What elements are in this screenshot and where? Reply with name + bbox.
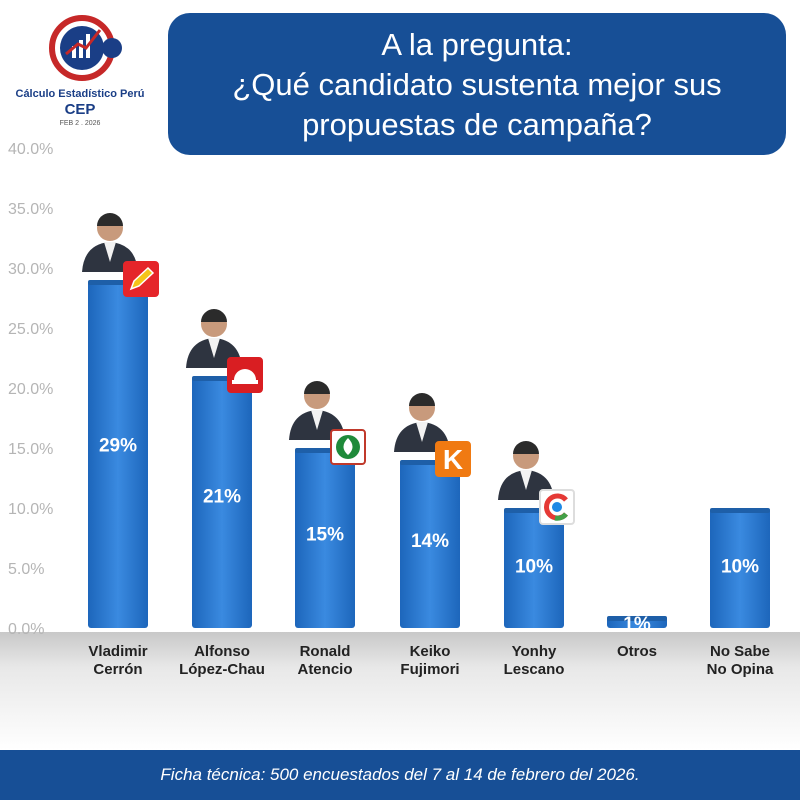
bar-top-cap — [607, 616, 667, 621]
y-tick-label: 20.0% — [8, 381, 53, 398]
bar — [710, 508, 770, 628]
category-label: Alfonso — [194, 643, 250, 660]
bar — [295, 448, 355, 628]
bar-chart: 0.0% 5.0% 10.0% 15.0% 20.0% 25.0% 30.0% 35.0% 40… — [8, 141, 774, 678]
category-label: Otros — [617, 643, 657, 660]
y-tick-label: 35.0% — [8, 201, 53, 218]
y-tick-label: 25.0% — [8, 321, 53, 338]
brand-name: Cálculo Estadístico Perú — [15, 88, 145, 100]
title-line-2: ¿Qué candidato sustenta mejor sus — [232, 67, 722, 102]
data-label: 15% — [306, 525, 344, 546]
y-tick-label: 5.0% — [8, 561, 44, 578]
bar — [192, 376, 252, 628]
logo: Cálculo Estadístico Perú CEP FEB 2 . 202… — [0, 0, 160, 140]
y-tick-label: 30.0% — [8, 261, 53, 278]
brand-short-name: CEP — [64, 101, 96, 118]
category-label: Fujimori — [400, 661, 459, 678]
leaf-icon — [330, 429, 366, 465]
svg-text:K: K — [443, 444, 463, 475]
cep-logo-icon — [49, 15, 122, 81]
pencil-icon — [123, 261, 159, 297]
footer-technical-note: Ficha técnica: 500 encuestados del 7 al … — [0, 750, 800, 800]
y-tick-label: 15.0% — [8, 441, 53, 458]
title-line-3: propuestas de campaña? — [302, 107, 652, 142]
question-title-box: A la pregunta: ¿Qué candidato sustenta m… — [168, 13, 786, 155]
category-label: Ronald — [300, 643, 351, 660]
floor-gradient — [0, 632, 800, 750]
bar — [88, 280, 148, 628]
category-label: Vladimir — [88, 643, 147, 660]
category-label: No Opina — [707, 661, 774, 678]
data-label: 10% — [515, 556, 553, 577]
category-label: Cerrón — [93, 661, 142, 678]
data-label: 21% — [203, 486, 241, 507]
data-label: 14% — [411, 531, 449, 552]
bar — [504, 508, 564, 628]
category-label: No Sabe — [710, 643, 770, 660]
category-label: Atencio — [297, 661, 352, 678]
chakana-icon — [539, 489, 575, 525]
category-label: López-Chau — [179, 661, 265, 678]
logo-date: FEB 2 . 2026 — [59, 120, 101, 127]
category-label: Lescano — [504, 661, 565, 678]
bar — [400, 460, 460, 628]
y-tick-label: 0.0% — [8, 621, 44, 638]
category-label: Keiko — [410, 643, 451, 660]
helmet-icon — [227, 357, 263, 393]
bar-top-cap — [710, 508, 770, 513]
y-tick-label: 40.0% — [8, 141, 53, 158]
k-icon: K — [435, 441, 471, 477]
data-label: 1% — [623, 614, 651, 635]
data-label: 10% — [721, 556, 759, 577]
y-tick-label: 10.0% — [8, 501, 53, 518]
data-label: 29% — [99, 436, 137, 457]
category-label: Yonhy — [512, 643, 557, 660]
title-line-1: A la pregunta: — [381, 27, 573, 62]
